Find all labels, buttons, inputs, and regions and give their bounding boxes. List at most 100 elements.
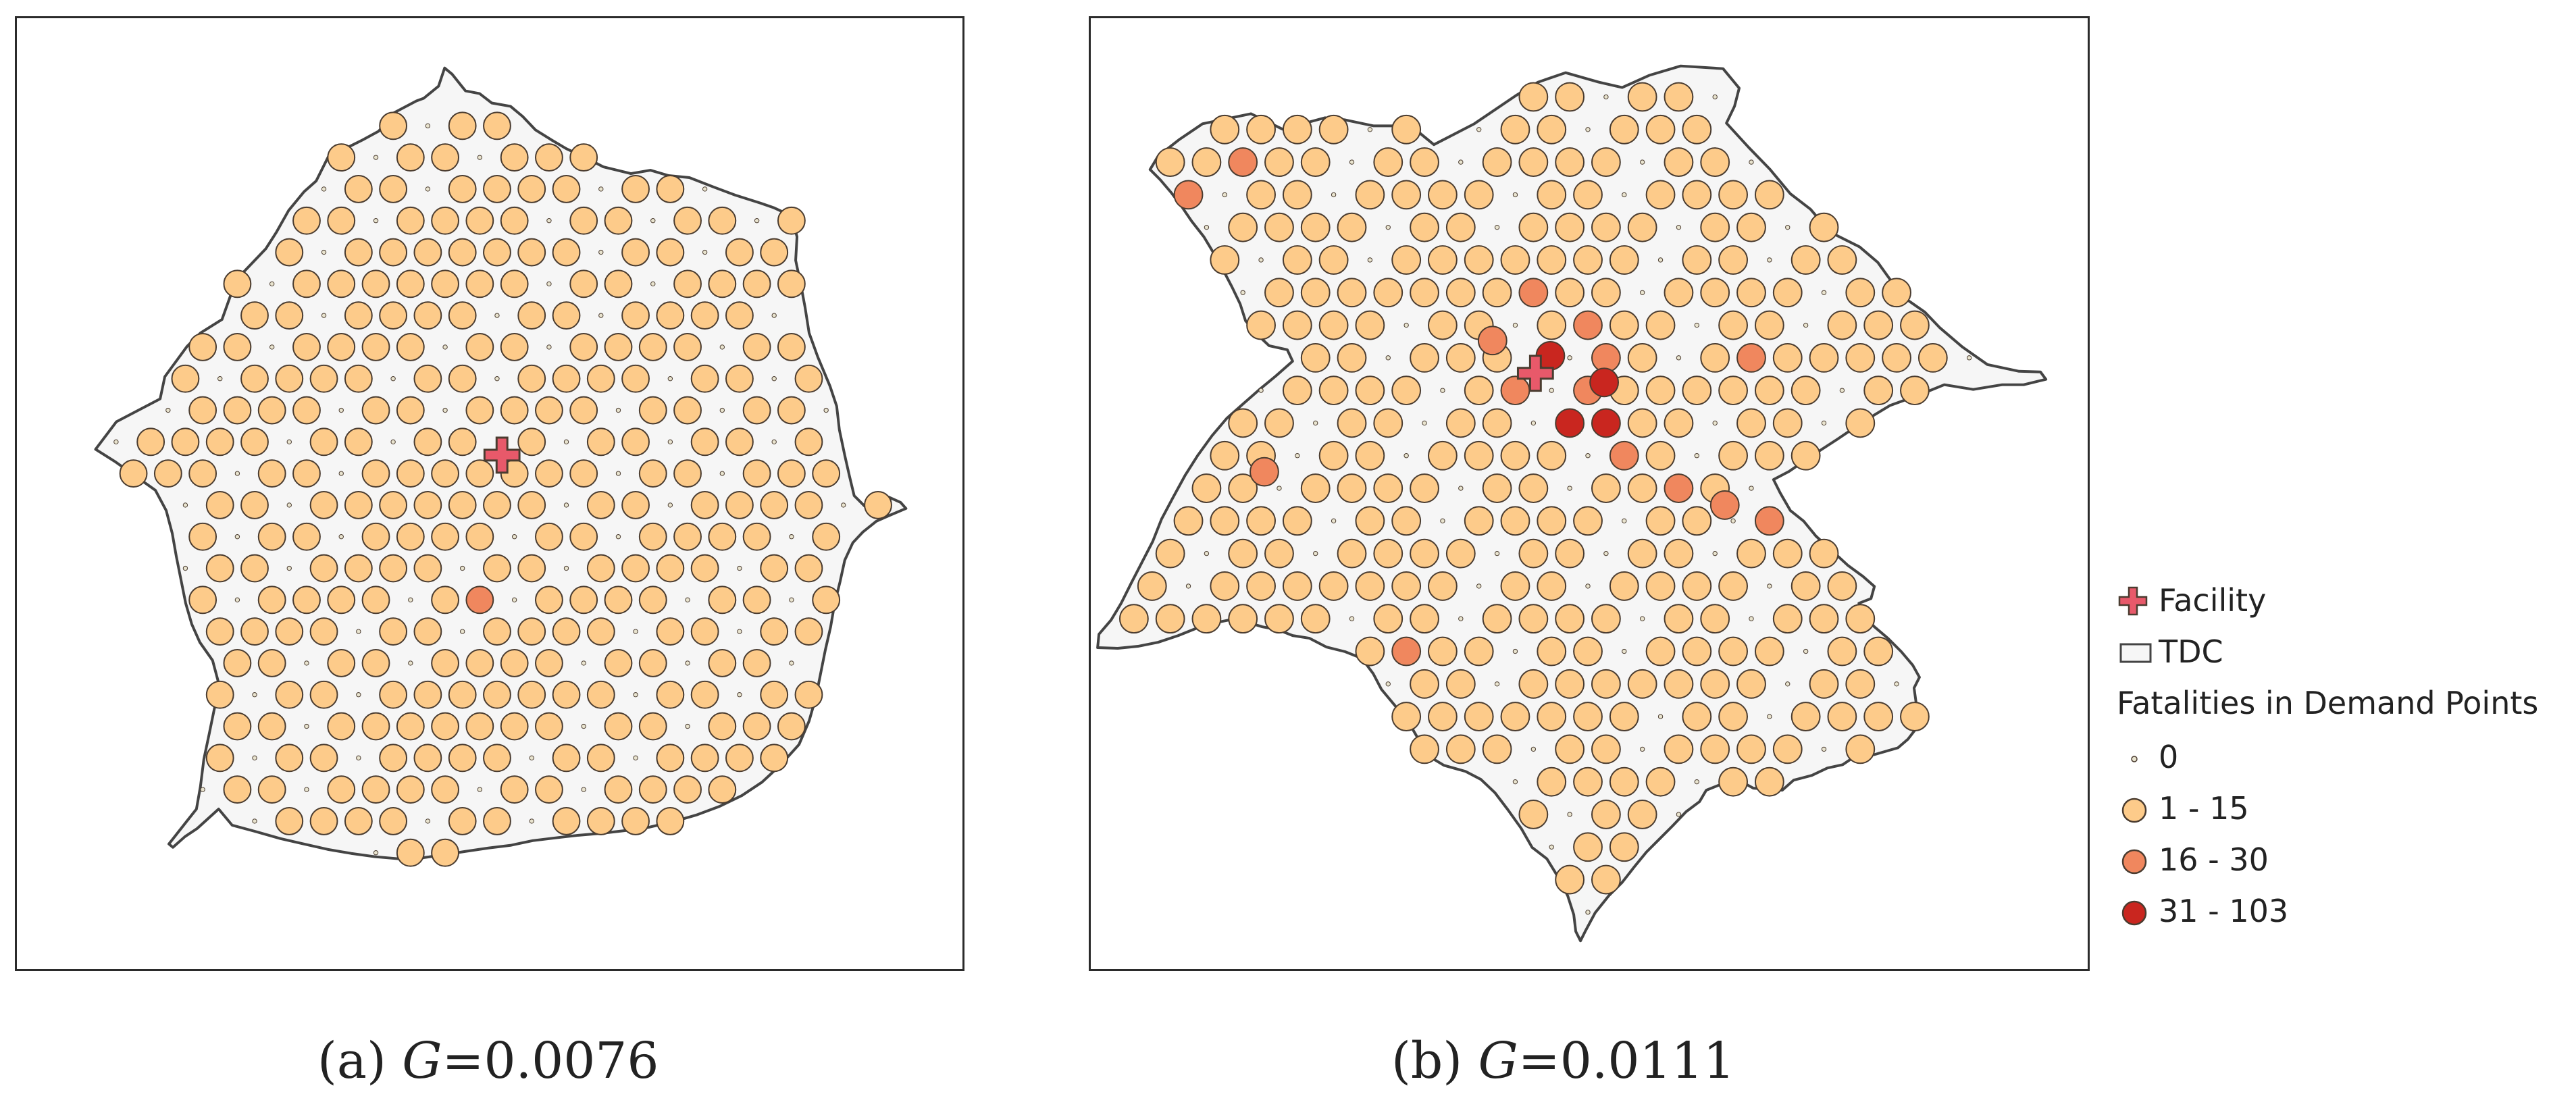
demand-point-1-15 (1573, 702, 1603, 731)
caption-a-variable: G (402, 1032, 442, 1090)
demand-point-1-15 (465, 396, 494, 425)
demand-point-1-15 (535, 649, 563, 677)
demand-point-1-15 (1410, 278, 1439, 308)
demand-point-1-15 (1373, 408, 1403, 438)
demand-point-0 (442, 344, 448, 350)
demand-point-0 (546, 344, 552, 350)
demand-point-1-15 (361, 396, 390, 425)
demand-point-1-15 (257, 712, 286, 741)
demand-point-1-15 (1645, 571, 1676, 601)
demand-point-1-15 (500, 206, 529, 235)
demand-point-0 (1277, 486, 1282, 491)
demand-point-0 (1494, 550, 1500, 556)
demand-point-1-15 (1464, 180, 1494, 210)
demand-point-1-15 (413, 238, 442, 267)
map-legend: Facility TDC Fatalities in Demand Points… (2115, 574, 2568, 952)
demand-point-1-15 (396, 333, 425, 361)
demand-point-0 (1258, 388, 1264, 393)
demand-point-1-15 (1373, 538, 1403, 569)
demand-point-1-15 (690, 554, 719, 583)
demand-point-0 (1367, 127, 1373, 132)
demand-point-1-15 (1591, 864, 1621, 895)
demand-point-0 (477, 787, 483, 792)
demand-point-0 (667, 439, 673, 445)
map-panel-a (15, 16, 964, 971)
demand-point-1-15 (171, 364, 200, 393)
demand-point-1-15 (465, 522, 494, 551)
demand-point-0 (1585, 583, 1591, 589)
demand-point-1-15 (1155, 604, 1185, 634)
demand-point-16-30 (1664, 473, 1694, 503)
demand-point-1-15 (361, 269, 390, 298)
demand-point-1-15 (1464, 440, 1494, 471)
demand-point-0 (252, 692, 257, 698)
demand-point-1-15 (1228, 212, 1258, 242)
demand-point-0 (1657, 714, 1664, 719)
facility-marker-b (1516, 355, 1554, 392)
demand-point-1-15 (361, 712, 390, 741)
demand-point-1-15 (794, 680, 823, 709)
demand-point-1-15 (309, 617, 338, 646)
demand-point-1-15 (1300, 473, 1331, 503)
demand-point-1-15 (1591, 212, 1621, 242)
demand-point-0 (1349, 616, 1355, 621)
demand-point-1-15 (760, 238, 789, 267)
demand-point-1-15 (309, 680, 338, 709)
demand-point-1-15 (1555, 212, 1585, 242)
demand-point-1-15 (742, 269, 771, 298)
demand-point-1-15 (725, 301, 754, 330)
demand-point-1-15 (413, 491, 442, 519)
demand-point-0 (789, 597, 794, 603)
demand-point-0 (667, 376, 673, 382)
demand-point-1-15 (1282, 310, 1312, 340)
demand-point-1-15 (309, 807, 338, 835)
demand-point-1-15 (1500, 506, 1530, 536)
demand-point-1-15 (1282, 180, 1312, 210)
demand-point-1-15 (379, 807, 408, 835)
demand-point-1-15 (1482, 604, 1512, 634)
demand-point-1-15 (119, 459, 148, 488)
demand-point-0 (1585, 910, 1591, 915)
demand-point-0 (1639, 746, 1645, 752)
demand-point-1-15 (1518, 212, 1549, 242)
demand-point-1-15 (431, 459, 459, 488)
demand-point-1-15 (327, 206, 356, 235)
demand-point-1-15 (1754, 440, 1784, 471)
demand-point-1-15 (794, 491, 823, 519)
demand-point-1-15 (1318, 440, 1349, 471)
facility-cross-icon (1516, 355, 1554, 392)
caption-b: (b) G=0.0111 (1391, 1032, 1735, 1090)
demand-point-1-15 (708, 522, 737, 551)
demand-point-1-15 (1700, 342, 1730, 373)
demand-point-1-15 (465, 459, 494, 488)
demand-point-1-15 (396, 206, 425, 235)
demand-point-1-15 (500, 649, 529, 677)
demand-point-1-15 (1645, 440, 1676, 471)
demand-point-0 (771, 313, 777, 318)
demand-point-1-15 (1518, 473, 1549, 503)
demand-point-1-15 (379, 301, 408, 330)
demand-point-1-15 (1809, 212, 1839, 242)
demand-point-0 (581, 723, 586, 729)
demand-point-0 (737, 629, 742, 634)
demand-point-0 (1530, 746, 1537, 752)
demand-point-1-15 (327, 269, 356, 298)
demand-point-31-103 (1589, 367, 1620, 398)
demand-point-1-15 (379, 744, 408, 773)
demand-point-1-15 (465, 712, 494, 741)
demand-point-1-15 (379, 238, 408, 267)
demand-point-1-15 (1772, 604, 1803, 634)
demand-point-1-15 (690, 617, 719, 646)
demand-point-0 (615, 534, 621, 540)
demand-point-1-15 (275, 617, 304, 646)
demand-point-0 (1603, 94, 1609, 100)
demand-point-1-15 (1482, 147, 1512, 177)
demand-point-1-15 (413, 744, 442, 773)
legend-facility-label: Facility (2159, 582, 2267, 619)
demand-point-0 (390, 376, 396, 382)
demand-point-1-15 (1718, 440, 1748, 471)
demand-point-0 (1258, 257, 1264, 263)
demand-point-0 (1821, 420, 1827, 426)
demand-point-1-15 (1391, 375, 1422, 406)
demand-point-1-15 (673, 775, 702, 804)
